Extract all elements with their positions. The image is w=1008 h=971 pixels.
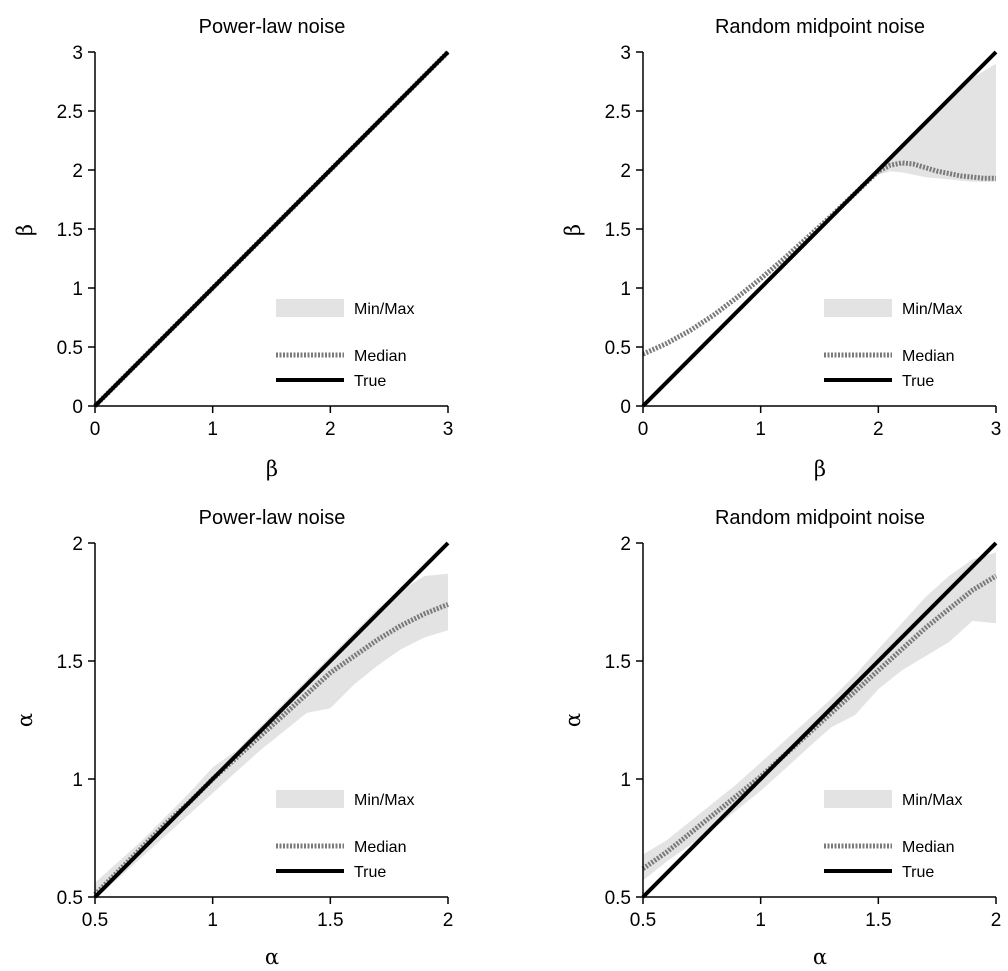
y-tick-label: 2.5 bbox=[605, 102, 631, 123]
x-tick-label: 1.5 bbox=[865, 910, 891, 931]
y-tick-label: 0 bbox=[620, 397, 631, 418]
x-tick-label: 0 bbox=[638, 419, 649, 440]
panel-title: Random midpoint noise bbox=[715, 16, 925, 38]
x-tick-label: 1.5 bbox=[317, 910, 343, 931]
x-tick-label: 1 bbox=[207, 910, 218, 931]
y-tick-label: 1 bbox=[72, 770, 83, 791]
x-tick-label: 1 bbox=[207, 419, 218, 440]
x-tick-label: 2 bbox=[325, 419, 336, 440]
x-tick-label: 0.5 bbox=[630, 910, 656, 931]
y-tick-label: 1.5 bbox=[605, 220, 631, 241]
legend-label-minmax: Min/Max bbox=[902, 301, 962, 318]
y-tick-label: 2.5 bbox=[57, 102, 83, 123]
y-tick-label: 3 bbox=[72, 43, 83, 64]
legend-label-median: Median bbox=[902, 839, 954, 856]
median-line bbox=[641, 160, 996, 357]
true-line bbox=[93, 541, 450, 899]
legend-label-true: True bbox=[902, 864, 934, 881]
median-line bbox=[641, 573, 998, 871]
panel-title: Power-law noise bbox=[199, 507, 346, 529]
y-tick-label: 0 bbox=[72, 397, 83, 418]
x-tick-label: 0 bbox=[90, 419, 101, 440]
legend-label-median: Median bbox=[354, 348, 406, 365]
x-tick-label: 0.5 bbox=[82, 910, 108, 931]
x-tick-label: 2 bbox=[991, 910, 1002, 931]
y-axis-label: α bbox=[13, 713, 37, 727]
true-line bbox=[641, 50, 998, 408]
y-tick-label: 1.5 bbox=[57, 220, 83, 241]
x-axis-label: β bbox=[266, 457, 278, 481]
y-tick-label: 2 bbox=[72, 534, 83, 555]
panel-top-left: Power-law noise β β 0 1 2 3 0 0.5 1 1.5 2 2.5 3 Min… bbox=[13, 16, 453, 481]
y-tick-label: 0.5 bbox=[605, 338, 631, 359]
panel-title: Random midpoint noise bbox=[715, 507, 925, 529]
legend-swatch-minmax bbox=[824, 299, 892, 317]
x-tick-label: 1 bbox=[755, 419, 766, 440]
legend-label-median: Median bbox=[902, 348, 954, 365]
legend-label-median: Median bbox=[354, 839, 406, 856]
y-tick-label: 0.5 bbox=[605, 888, 631, 909]
x-axis-label: β bbox=[814, 457, 826, 481]
x-tick-label: 3 bbox=[443, 419, 454, 440]
legend-label-true: True bbox=[354, 864, 386, 881]
y-axis-label: β bbox=[13, 224, 37, 236]
panel-title: Power-law noise bbox=[199, 16, 346, 38]
y-tick-label: 1 bbox=[72, 279, 83, 300]
x-axis-label: α bbox=[265, 945, 279, 969]
y-tick-label: 0.5 bbox=[57, 338, 83, 359]
x-axis-label: α bbox=[813, 945, 827, 969]
y-axis-label: α bbox=[561, 713, 585, 727]
panel-bottom-right: Random midpoint noise α α 0.5 1 1.5 2 0.5 1 1.… bbox=[561, 507, 1001, 969]
x-tick-label: 1 bbox=[755, 910, 766, 931]
legend-label-true: True bbox=[902, 373, 934, 390]
legend-label-minmax: Min/Max bbox=[354, 792, 414, 809]
y-tick-label: 2 bbox=[620, 534, 631, 555]
y-tick-label: 3 bbox=[620, 43, 631, 64]
legend-label-true: True bbox=[354, 373, 386, 390]
legend-label-minmax: Min/Max bbox=[902, 792, 962, 809]
y-tick-label: 1.5 bbox=[605, 652, 631, 673]
legend-label-minmax: Min/Max bbox=[354, 301, 414, 318]
legend-swatch-minmax bbox=[276, 299, 344, 317]
y-axis-label: β bbox=[561, 224, 585, 236]
true-line bbox=[641, 541, 998, 899]
panel-bottom-left: Power-law noise α α 0.5 1 1.5 2 0.5 1 1.5 2 Min/… bbox=[13, 507, 453, 969]
x-tick-label: 3 bbox=[991, 419, 1002, 440]
y-tick-label: 2 bbox=[620, 161, 631, 182]
y-tick-label: 2 bbox=[72, 161, 83, 182]
x-tick-label: 2 bbox=[443, 910, 454, 931]
panel-top-right: Random midpoint noise β β 0 1 2 3 0 0.5 1 1.5 2 2… bbox=[561, 16, 1001, 481]
minmax-band bbox=[866, 63, 996, 182]
y-tick-label: 1.5 bbox=[57, 652, 83, 673]
true-line bbox=[93, 50, 450, 408]
x-tick-label: 2 bbox=[873, 419, 884, 440]
legend-swatch-minmax bbox=[276, 790, 344, 808]
y-tick-label: 0.5 bbox=[57, 888, 83, 909]
y-tick-label: 1 bbox=[620, 770, 631, 791]
y-tick-label: 1 bbox=[620, 279, 631, 300]
legend-swatch-minmax bbox=[824, 790, 892, 808]
